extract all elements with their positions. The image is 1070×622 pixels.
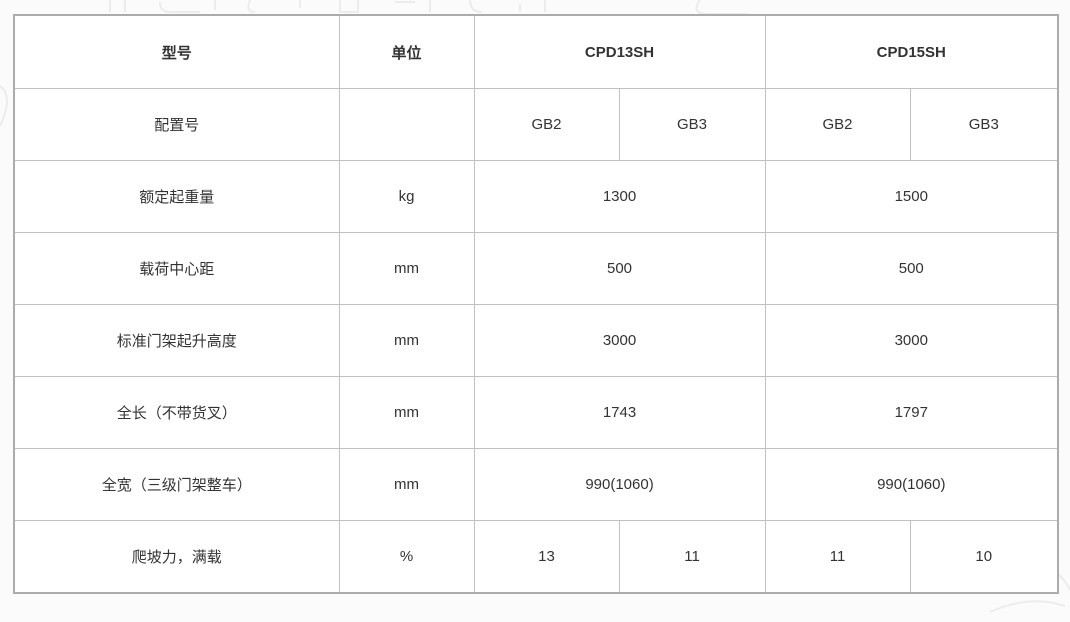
row-label: 全宽（三级门架整车） bbox=[13, 448, 340, 521]
unit-cell: kg bbox=[338, 160, 475, 233]
model-2-header-cell: CPD15SH bbox=[764, 14, 1059, 89]
value-cell: 1743 bbox=[473, 376, 766, 449]
value-cell: 990(1060) bbox=[764, 448, 1059, 521]
row-label: 爬坡力，满载 bbox=[13, 520, 340, 594]
table-row: 标准门架起升高度 mm 3000 3000 bbox=[13, 304, 1059, 377]
model-1-header-cell: CPD13SH bbox=[473, 14, 766, 89]
value-cell: 990(1060) bbox=[473, 448, 766, 521]
table-row: 全宽（三级门架整车） mm 990(1060) 990(1060) bbox=[13, 448, 1059, 521]
unit-cell: % bbox=[338, 520, 475, 594]
row-label: 配置号 bbox=[13, 88, 340, 161]
config-cell: GB3 bbox=[909, 88, 1059, 161]
value-cell: 3000 bbox=[473, 304, 766, 377]
value-cell: 3000 bbox=[764, 304, 1059, 377]
table-row: 载荷中心距 mm 500 500 bbox=[13, 232, 1059, 305]
spec-table-container: 型号 单位 CPD13SH CPD15SH 配置号 GB2 GB3 GB2 GB… bbox=[13, 14, 1060, 594]
config-cell: GB2 bbox=[764, 88, 911, 161]
row-label: 载荷中心距 bbox=[13, 232, 340, 305]
spec-table: 型号 单位 CPD13SH CPD15SH 配置号 GB2 GB3 GB2 GB… bbox=[13, 14, 1060, 594]
value-cell: 11 bbox=[618, 520, 766, 594]
value-cell: 500 bbox=[764, 232, 1059, 305]
table-row: 额定起重量 kg 1300 1500 bbox=[13, 160, 1059, 233]
config-cell: GB3 bbox=[618, 88, 766, 161]
value-cell: 13 bbox=[473, 520, 620, 594]
unit-cell-empty bbox=[338, 88, 475, 161]
unit-cell: mm bbox=[338, 232, 475, 305]
unit-cell: mm bbox=[338, 376, 475, 449]
value-cell: 1300 bbox=[473, 160, 766, 233]
model-header-cell: 型号 bbox=[13, 14, 340, 89]
value-cell: 500 bbox=[473, 232, 766, 305]
table-row-gradeability: 爬坡力，满载 % 13 11 11 10 bbox=[13, 520, 1059, 594]
table-row-config: 配置号 GB2 GB3 GB2 GB3 bbox=[13, 88, 1059, 161]
table-row-header: 型号 单位 CPD13SH CPD15SH bbox=[13, 14, 1059, 89]
row-label: 标准门架起升高度 bbox=[13, 304, 340, 377]
unit-cell: mm bbox=[338, 304, 475, 377]
value-cell: 10 bbox=[909, 520, 1059, 594]
row-label: 额定起重量 bbox=[13, 160, 340, 233]
unit-header-cell: 单位 bbox=[338, 14, 475, 89]
value-cell: 1797 bbox=[764, 376, 1059, 449]
row-label: 全长（不带货叉） bbox=[13, 376, 340, 449]
table-row: 全长（不带货叉） mm 1743 1797 bbox=[13, 376, 1059, 449]
config-cell: GB2 bbox=[473, 88, 620, 161]
unit-cell: mm bbox=[338, 448, 475, 521]
value-cell: 1500 bbox=[764, 160, 1059, 233]
value-cell: 11 bbox=[764, 520, 911, 594]
